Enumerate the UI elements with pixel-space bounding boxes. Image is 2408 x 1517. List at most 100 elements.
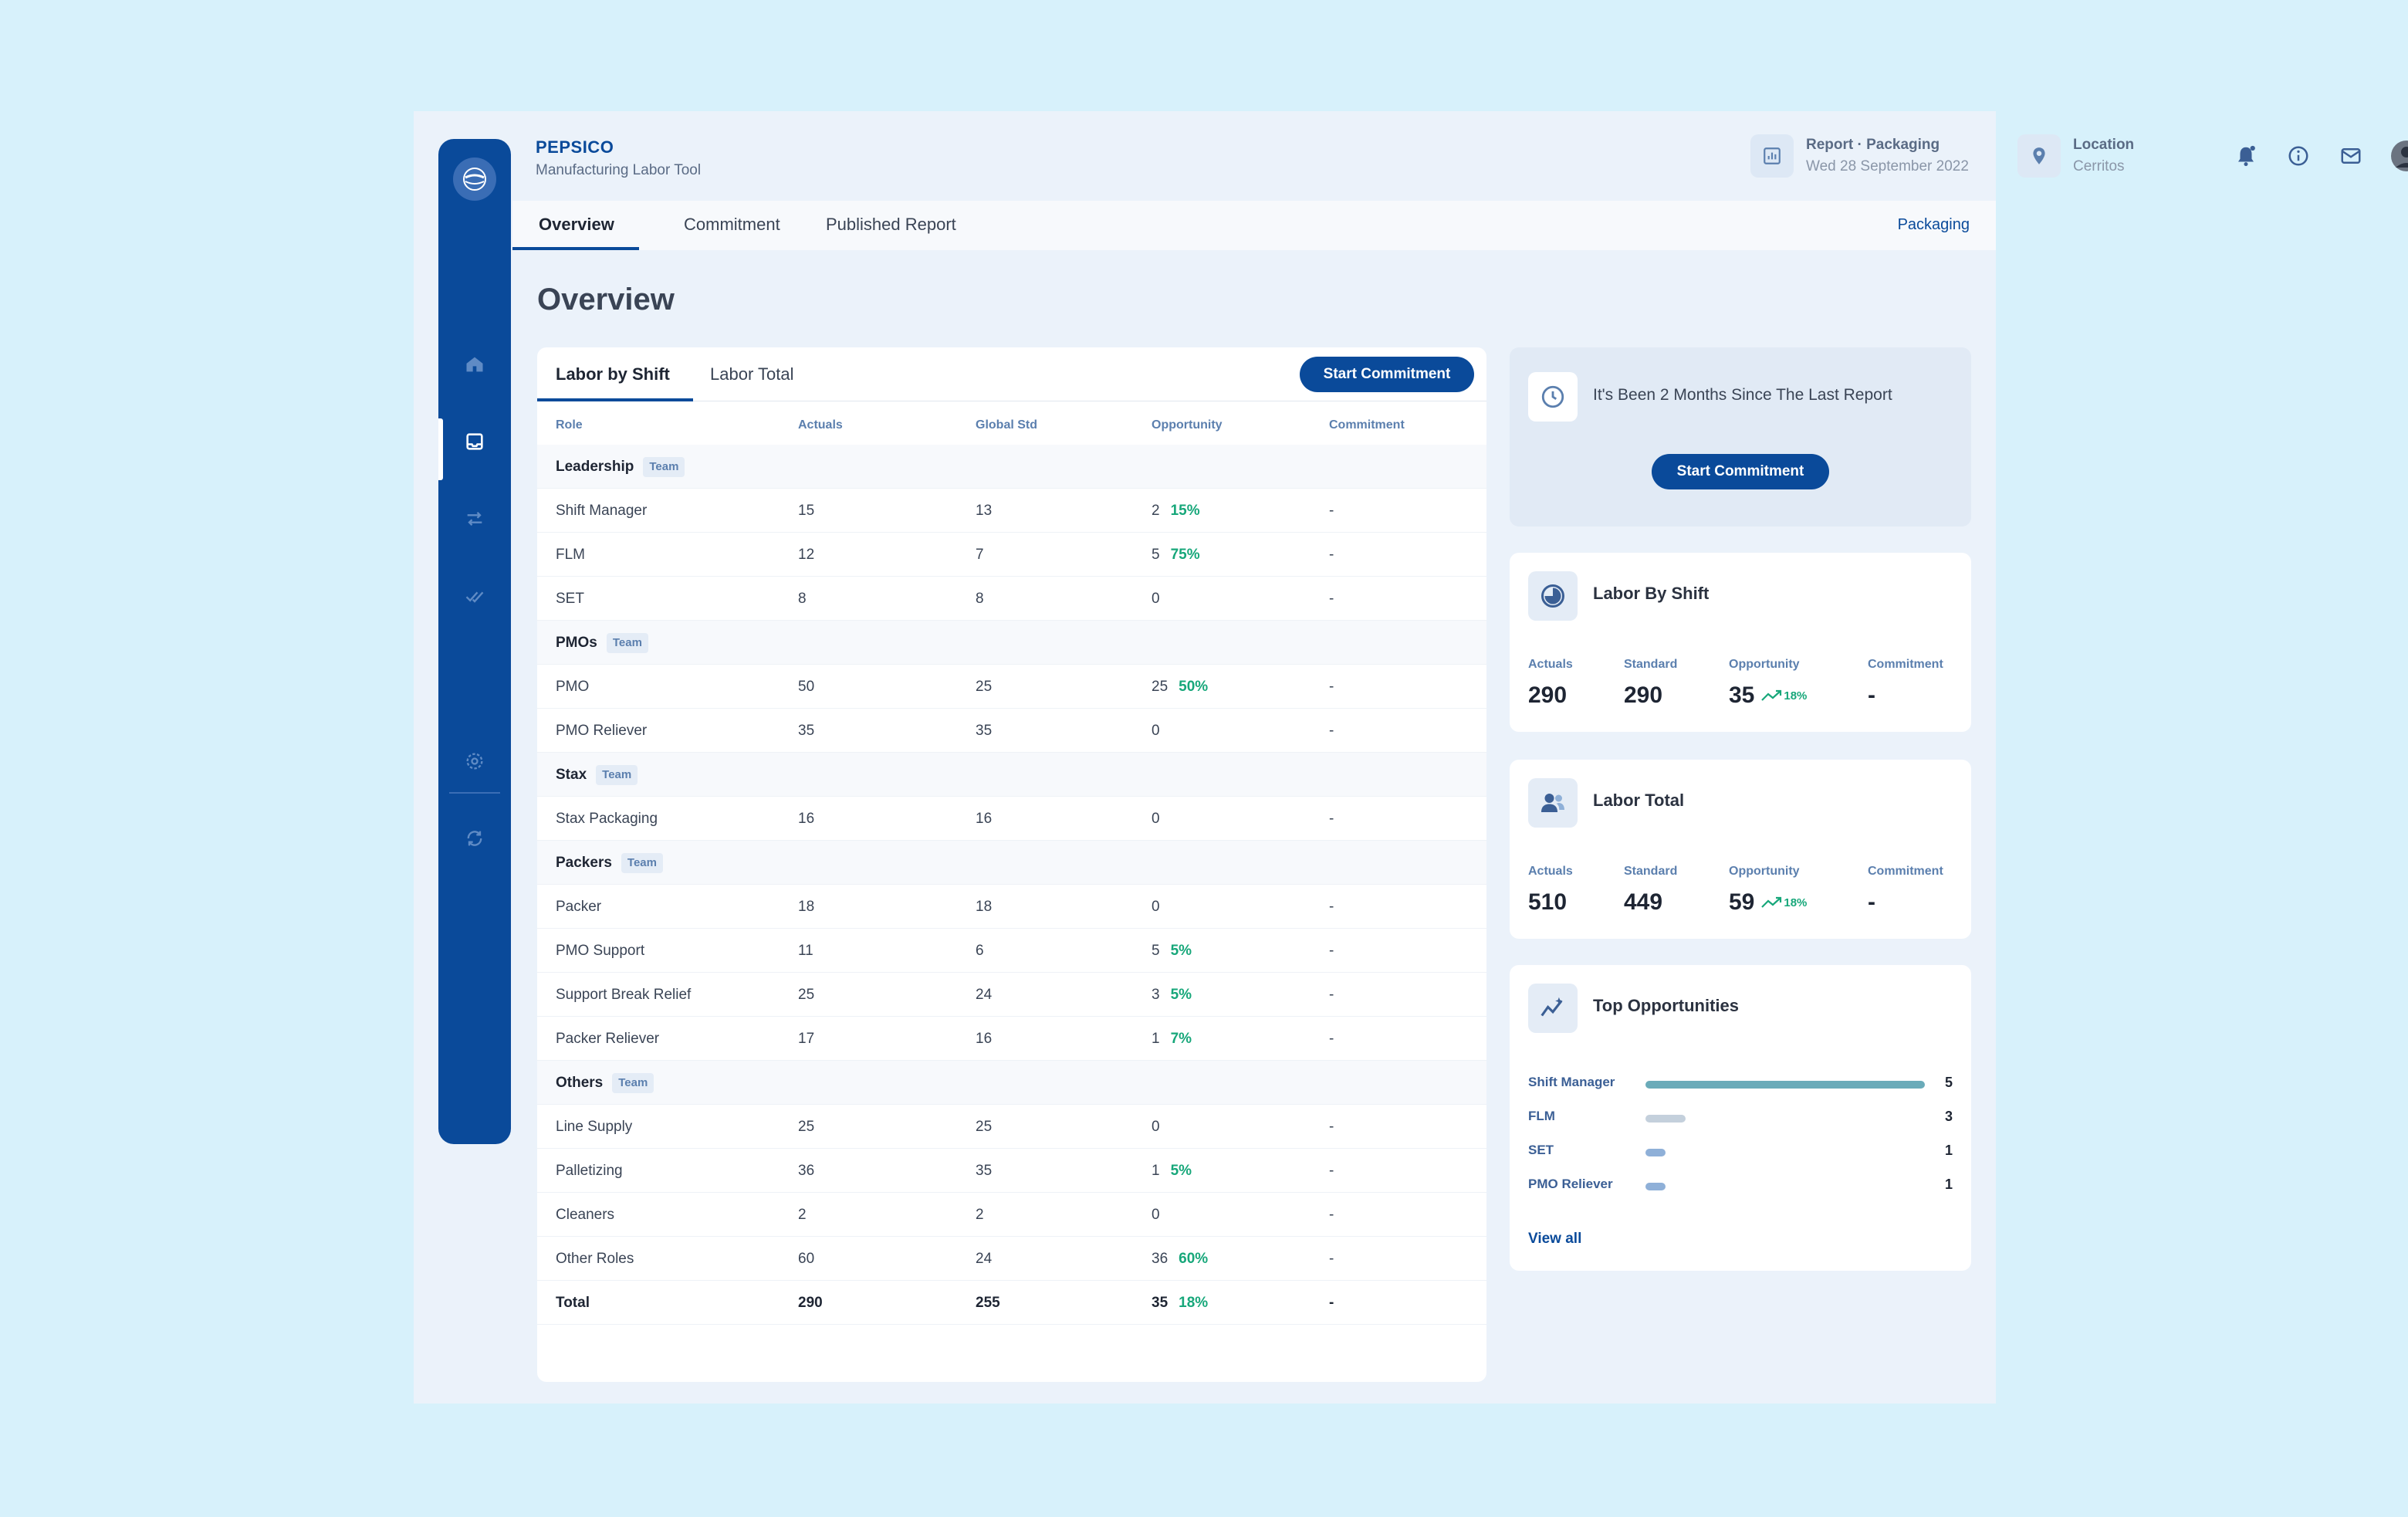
role-cell-value: Packer <box>556 899 602 915</box>
global-std-cell-value: 24 <box>976 1251 993 1267</box>
lbs-standard-label: Standard <box>1624 658 1678 671</box>
group-name: Stax <box>556 767 587 783</box>
user-avatar-menu[interactable] <box>2389 141 2408 171</box>
mail-icon[interactable] <box>2335 141 2366 171</box>
role-cell: FLM <box>556 533 585 577</box>
global-std-cell-value: 6 <box>976 943 984 959</box>
lbs-standard-value: 290 <box>1624 682 1663 708</box>
actuals-cell: 35 <box>798 709 814 753</box>
opportunity-bar <box>1645 1115 1686 1123</box>
sidebar-settings-icon[interactable] <box>438 738 511 784</box>
role-cell-value: Stax Packaging <box>556 811 658 827</box>
sidebar-check-icon[interactable] <box>438 573 511 619</box>
info-icon[interactable] <box>2283 141 2314 171</box>
role-cell: Cleaners <box>556 1193 614 1237</box>
global-std-cell-value: 35 <box>976 723 993 739</box>
actuals-cell-value: 15 <box>798 503 815 519</box>
clock-icon <box>1528 372 1578 422</box>
sparkle-chart-icon <box>1528 984 1578 1033</box>
role-cell: Support Break Relief <box>556 973 691 1017</box>
subtab-labor-total[interactable]: Labor Total <box>710 364 794 384</box>
actuals-cell-value: 290 <box>798 1295 823 1311</box>
actuals-cell-value: 2 <box>798 1207 807 1223</box>
lbs-opportunity: Opportunity 35 18% <box>1729 658 1807 709</box>
lbs-commitment: Commitment - <box>1868 658 1943 709</box>
commitment-cell: - <box>1329 1281 1334 1325</box>
alert-start-commitment-button[interactable]: Start Commitment <box>1652 454 1829 489</box>
global-std-cell: 16 <box>976 797 992 841</box>
subtab-labor-by-shift[interactable]: Labor by Shift <box>556 364 670 384</box>
global-std-cell: 2 <box>976 1193 984 1237</box>
tab-overview[interactable]: Overview <box>539 215 614 234</box>
global-std-cell: 25 <box>976 665 992 709</box>
top-opportunities-title: Top Opportunities <box>1593 996 1740 1015</box>
lt-trend: 18% <box>1760 895 1807 910</box>
report-selector[interactable]: Report · Packaging Wed 28 September 2022 <box>1750 134 1969 178</box>
group-label: Packers Team <box>556 841 663 885</box>
notification-bell-icon[interactable] <box>2230 141 2261 171</box>
table-group-row: Stax Team <box>537 753 1486 797</box>
global-std-cell-value: 16 <box>976 811 993 827</box>
role-cell: PMO <box>556 665 589 709</box>
column-header-role: Role <box>556 418 583 432</box>
commitment-cell-value: - <box>1329 1119 1334 1135</box>
role-cell-value: SET <box>556 591 584 607</box>
start-commitment-button[interactable]: Start Commitment <box>1300 357 1474 392</box>
location-selector[interactable]: Location Cerritos <box>2017 134 2134 178</box>
trend-up-icon <box>1761 896 1782 908</box>
location-title: Location <box>2073 137 2135 153</box>
trend-up-icon <box>1761 689 1782 701</box>
view-all-link[interactable]: View all <box>1528 1231 1582 1247</box>
actuals-cell-value: 50 <box>798 679 815 695</box>
brand-name: PEPSICO <box>536 137 614 157</box>
packaging-link[interactable]: Packaging <box>1897 216 1970 233</box>
sidebar-transfer-icon[interactable] <box>438 496 511 542</box>
actuals-cell: 25 <box>798 1105 814 1149</box>
role-cell: Packer <box>556 885 601 929</box>
role-cell: Palletizing <box>556 1149 623 1193</box>
lbs-trend: 18% <box>1760 688 1807 703</box>
actuals-cell-value: 18 <box>798 899 815 915</box>
commitment-cell-value: - <box>1329 1295 1334 1311</box>
opportunity-bar <box>1645 1183 1666 1190</box>
table-row: Stax Packaging 16 16 0 - <box>537 797 1486 841</box>
team-badge: Team <box>612 1072 654 1093</box>
lt-actuals-label: Actuals <box>1528 865 1573 878</box>
role-cell: Stax Packaging <box>556 797 658 841</box>
column-header-commitment: Commitment <box>1329 418 1405 432</box>
opportunity-bar-track <box>1645 1115 1925 1123</box>
role-cell-value: PMO Reliever <box>556 723 648 739</box>
sidebar-home-icon[interactable] <box>438 341 511 388</box>
table-group-row: Leadership Team <box>537 445 1486 489</box>
commitment-cell: - <box>1329 1193 1334 1237</box>
commitment-cell: - <box>1329 665 1334 709</box>
sidebar-inbox-icon[interactable] <box>438 418 511 480</box>
role-cell: PMO Support <box>556 929 644 973</box>
role-cell: PMO Reliever <box>556 709 647 753</box>
labor-total-title: Labor Total <box>1593 791 1685 810</box>
labor-by-shift-title: Labor By Shift <box>1593 584 1710 603</box>
opportunity-cell-value: 25 <box>1152 679 1168 695</box>
global-std-cell: 7 <box>976 533 984 577</box>
role-cell-value: Palletizing <box>556 1163 623 1179</box>
global-std-cell: 6 <box>976 929 984 973</box>
sidebar-sync-icon[interactable] <box>438 815 511 862</box>
alert-text: It's Been 2 Months Since The Last Report <box>1593 386 1892 404</box>
lt-standard-value: 449 <box>1624 889 1663 915</box>
tab-commitment[interactable]: Commitment <box>684 215 780 234</box>
role-cell-value: PMO <box>556 679 590 695</box>
global-std-cell-value: 25 <box>976 679 993 695</box>
report-date: Wed 28 September 2022 <box>1806 158 1969 174</box>
opportunity-cell-value: 2 <box>1152 503 1160 519</box>
table-row: Other Roles 60 24 36 60% - <box>537 1237 1486 1281</box>
role-cell: Packer Reliever <box>556 1017 659 1061</box>
tab-published-report[interactable]: Published Report <box>826 215 956 234</box>
opportunity-bar <box>1645 1149 1666 1156</box>
global-std-cell-value: 2 <box>976 1207 984 1223</box>
actuals-cell: 18 <box>798 885 814 929</box>
opportunity-cell: 0 <box>1152 709 1160 753</box>
opportunity-value: 3 <box>1944 1109 1953 1124</box>
actuals-cell: 16 <box>798 797 814 841</box>
column-header-actuals: Actuals <box>798 418 843 432</box>
lt-trend-value: 18% <box>1784 896 1808 909</box>
